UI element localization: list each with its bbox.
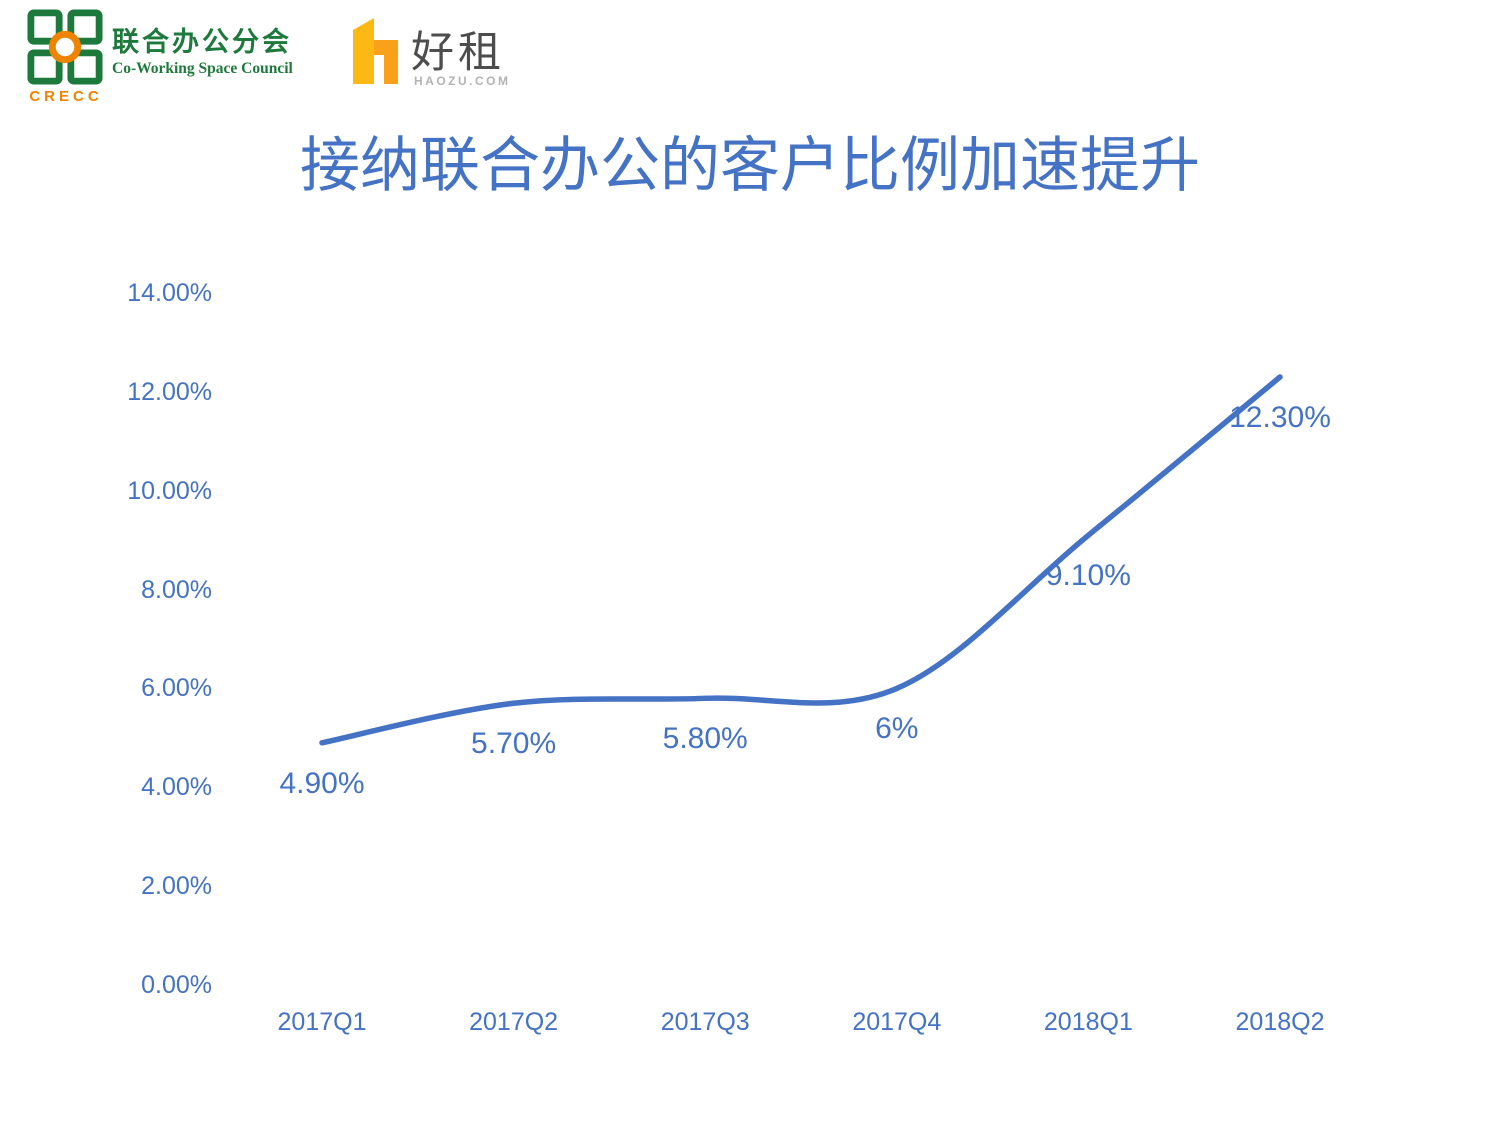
y-axis-tick-label: 14.00% [127, 279, 212, 307]
crecc-name-zh: 联合办公分会 [112, 27, 292, 57]
y-axis-tick-label: 8.00% [141, 575, 212, 604]
crecc-logo: CRECC 联合办公分会 Co-Working Space Council [26, 8, 326, 110]
crecc-name-en: Co-Working Space Council [112, 60, 293, 77]
haozu-name-zh: 好租 [411, 29, 505, 77]
haozu-domain-text: HAOZU.COM [414, 74, 511, 88]
data-point-label: 5.70% [471, 727, 557, 761]
x-axis-category-label: 2017Q3 [660, 1008, 750, 1036]
y-axis-tick-label: 12.00% [127, 377, 212, 406]
data-line [319, 374, 1283, 746]
data-point-label: 4.90% [279, 766, 365, 800]
x-axis-category-label: 2017Q4 [852, 1008, 942, 1036]
crecc-window-icon [27, 9, 103, 85]
x-axis-category-label: 2018Q2 [1235, 1008, 1325, 1036]
page-title: 接纳联合办公的客户比例加速提升 [300, 132, 1200, 199]
data-point-label: 6% [875, 712, 919, 746]
x-axis-category-label: 2017Q2 [469, 1008, 559, 1036]
haozu-logo: 好租 HAOZU.COM [345, 12, 565, 104]
crecc-acronym: CRECC [29, 88, 103, 105]
x-axis-category-label: 2017Q1 [277, 1008, 367, 1036]
data-point-label: 9.10% [1045, 559, 1131, 593]
y-axis-tick-label: 2.00% [141, 872, 212, 901]
y-axis-tick-label: 10.00% [127, 476, 212, 505]
y-axis-tick-label: 6.00% [141, 674, 212, 703]
data-point-label: 12.30% [1229, 401, 1331, 435]
haozu-building-icon [353, 18, 398, 84]
y-axis-tick-label: 0.00% [141, 971, 212, 999]
y-axis-tick-label: 4.00% [141, 773, 212, 802]
data-point-label: 5.80% [662, 722, 748, 756]
x-axis-category-label: 2018Q1 [1043, 1008, 1133, 1036]
